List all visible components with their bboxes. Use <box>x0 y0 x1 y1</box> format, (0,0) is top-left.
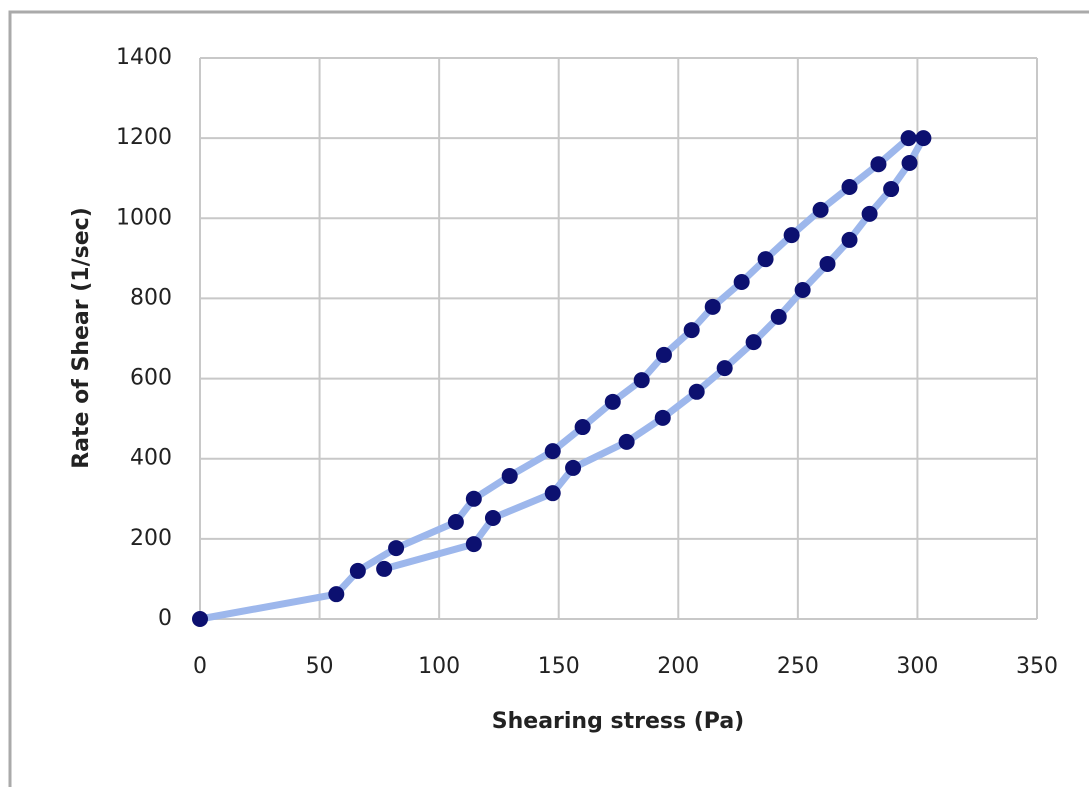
x-tick-label: 100 <box>418 654 460 679</box>
data-point <box>328 586 345 603</box>
x-tick-label: 300 <box>896 654 938 679</box>
y-tick-label: 600 <box>130 366 172 391</box>
data-point <box>861 205 878 222</box>
data-point <box>447 514 464 531</box>
data-point <box>192 611 208 627</box>
data-point <box>544 443 561 460</box>
y-tick-label: 1000 <box>116 205 172 230</box>
y-tick-label: 400 <box>130 446 172 471</box>
data-point <box>812 201 829 218</box>
data-point <box>688 383 705 400</box>
y-tick-label: 0 <box>158 606 172 631</box>
data-point <box>655 346 672 363</box>
data-point <box>654 409 671 426</box>
data-point <box>841 231 858 248</box>
data-point <box>376 560 393 577</box>
y-axis-label: Rate of Shear (1/sec) <box>69 207 94 469</box>
data-point <box>565 459 582 476</box>
data-point <box>349 562 366 579</box>
y-tick-label: 1400 <box>116 45 172 70</box>
data-point <box>900 130 917 147</box>
data-point <box>901 154 918 171</box>
y-tick-label: 200 <box>130 526 172 551</box>
data-point <box>716 360 733 377</box>
data-point <box>783 227 800 244</box>
data-point <box>618 433 635 450</box>
y-tick-label: 800 <box>130 285 172 310</box>
data-point <box>574 419 591 436</box>
data-point <box>794 282 811 299</box>
x-tick-label: 200 <box>657 654 699 679</box>
data-point <box>484 510 501 527</box>
data-point <box>733 273 750 290</box>
x-tick-label: 50 <box>306 654 334 679</box>
x-tick-label: 150 <box>538 654 580 679</box>
x-tick-label: 0 <box>193 654 207 679</box>
data-point <box>883 181 900 198</box>
data-point <box>870 156 887 173</box>
data-point <box>465 490 482 507</box>
y-tick-label: 1200 <box>116 125 172 150</box>
data-point <box>704 298 721 315</box>
data-point <box>465 536 482 553</box>
data-point <box>770 308 787 325</box>
data-point <box>757 251 774 268</box>
data-point <box>604 393 621 410</box>
data-point <box>683 322 700 339</box>
x-axis-label: Shearing stress (Pa) <box>492 709 744 734</box>
data-point <box>544 485 561 502</box>
data-point <box>745 334 762 351</box>
data-point <box>915 130 932 147</box>
data-point <box>633 372 650 389</box>
data-point <box>388 540 405 557</box>
x-tick-label: 250 <box>777 654 819 679</box>
x-tick-label: 350 <box>1016 654 1058 679</box>
data-point <box>841 179 858 196</box>
data-point <box>819 255 836 272</box>
data-point <box>501 467 518 484</box>
